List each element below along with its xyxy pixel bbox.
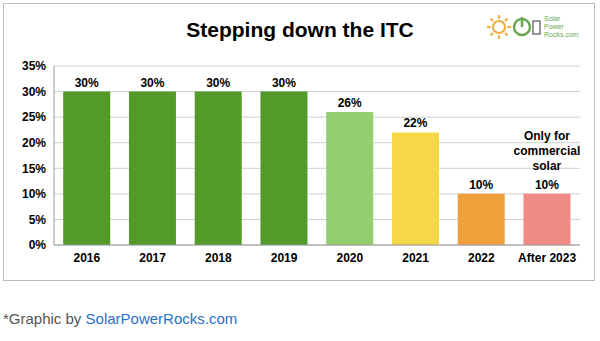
svg-text:2017: 2017 — [139, 251, 166, 265]
svg-text:10%: 10% — [469, 178, 493, 192]
svg-text:After 2023: After 2023 — [518, 251, 576, 265]
svg-text:10%: 10% — [22, 187, 46, 201]
svg-text:30%: 30% — [272, 76, 296, 90]
svg-text:22%: 22% — [403, 116, 427, 130]
svg-text:30%: 30% — [140, 76, 164, 90]
svg-text:30%: 30% — [75, 76, 99, 90]
svg-text:5%: 5% — [29, 213, 47, 227]
html-text:Stepping down the ITC: Stepping down the ITC — [186, 18, 414, 41]
svg-text:2019: 2019 — [271, 251, 298, 265]
svg-text:26%: 26% — [338, 96, 362, 110]
svg-text:20%: 20% — [22, 136, 46, 150]
svg-text:2022: 2022 — [468, 251, 495, 265]
html-text:Rocks.com: Rocks.com — [544, 31, 579, 38]
svg-text:2018: 2018 — [205, 251, 232, 265]
svg-text:2016: 2016 — [74, 251, 101, 265]
html-text:*Graphic by SolarPowerRocks.co: *Graphic by SolarPowerRocks.com — [3, 310, 238, 327]
svg-text:2021: 2021 — [402, 251, 429, 265]
svg-text:30%: 30% — [22, 85, 46, 99]
svg-text:35%: 35% — [22, 59, 46, 73]
svg-text:solar: solar — [533, 159, 562, 173]
svg-text:15%: 15% — [22, 162, 46, 176]
svg-text:0%: 0% — [29, 238, 47, 252]
svg-text:25%: 25% — [22, 110, 46, 124]
svg-text:commercial: commercial — [514, 144, 581, 158]
html-text:Solar: Solar — [544, 15, 561, 22]
svg-text:Only for: Only for — [524, 129, 570, 143]
svg-text:30%: 30% — [206, 76, 230, 90]
svg-text:2020: 2020 — [337, 251, 364, 265]
html-text:Power: Power — [544, 23, 564, 30]
svg-text:10%: 10% — [535, 178, 559, 192]
